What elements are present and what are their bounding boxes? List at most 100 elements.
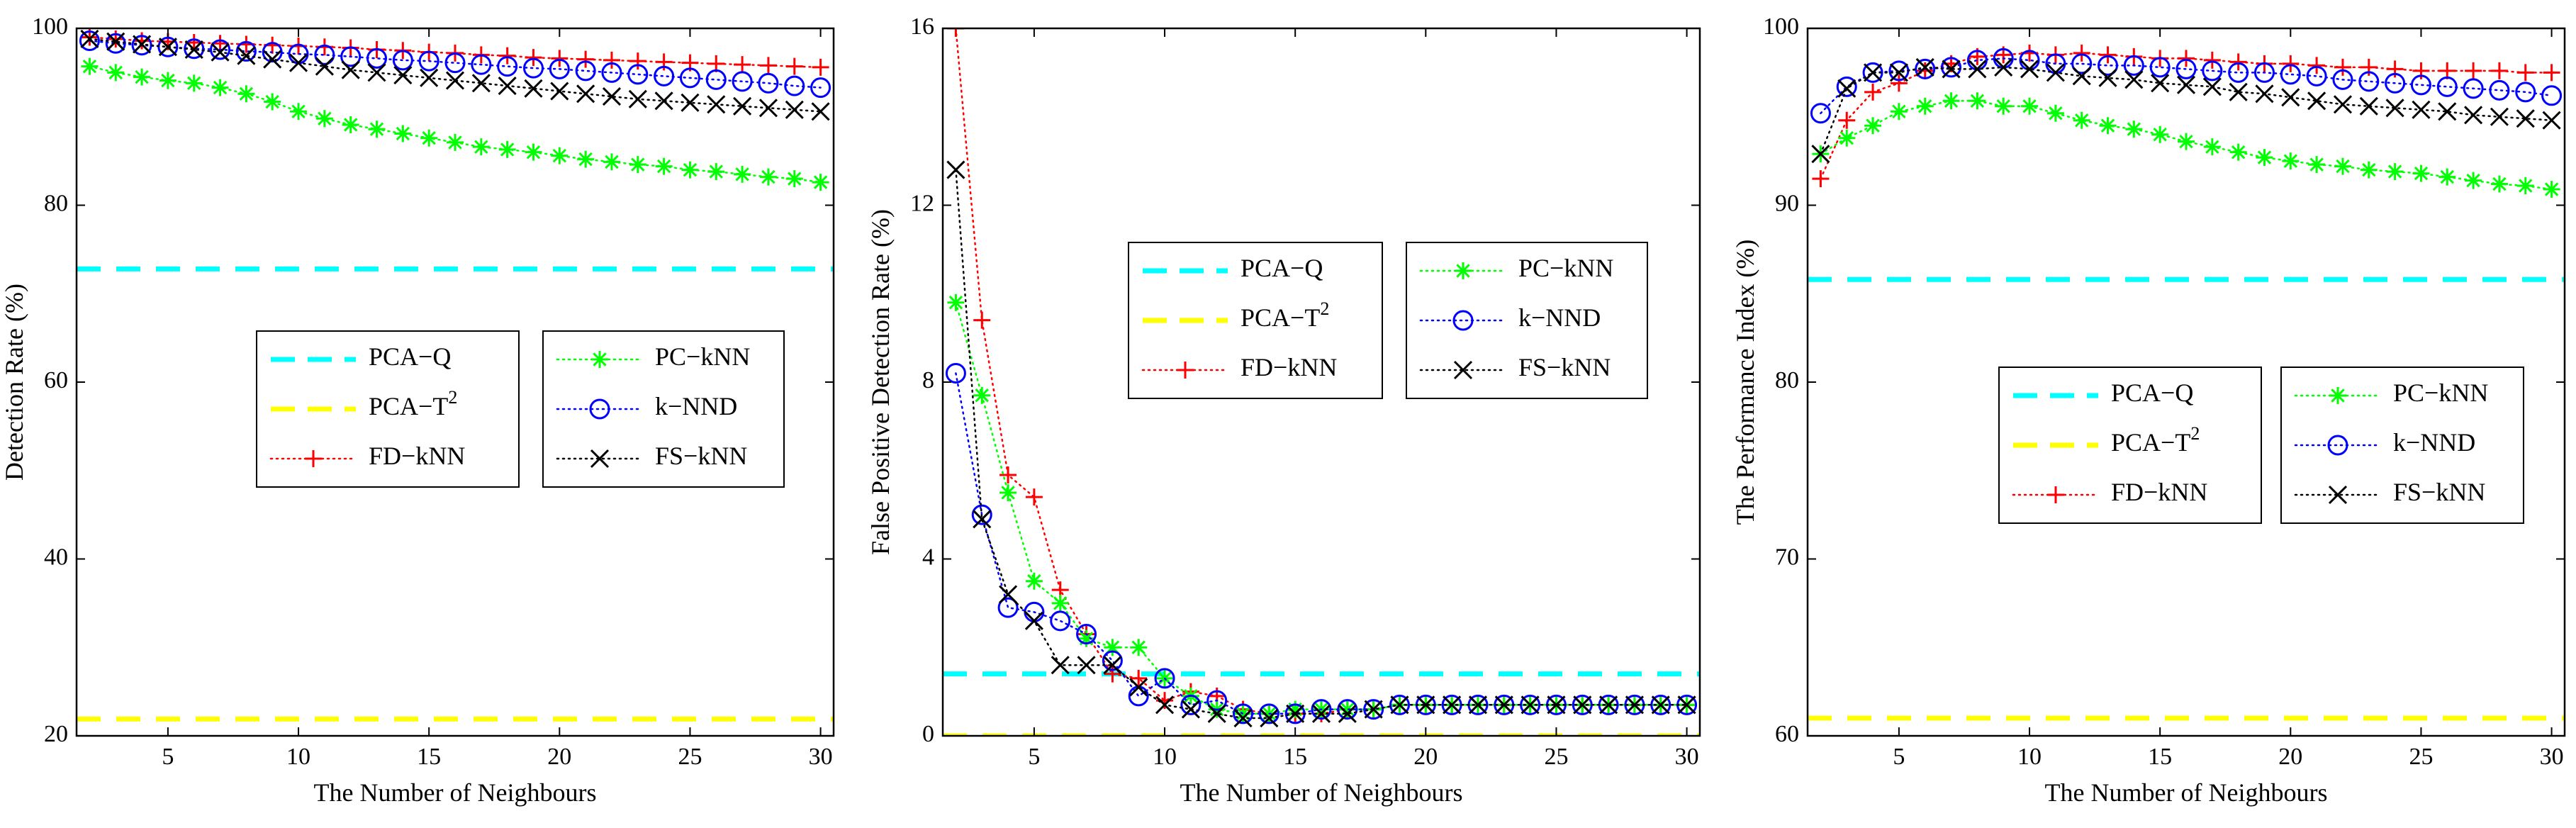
legend-label-fd-knn: FD−kNN <box>1241 353 1337 381</box>
x-axis-label: The Number of Neighbours <box>314 778 597 807</box>
data-point-pc-knn <box>447 133 464 151</box>
data-point-fs-knn <box>1573 695 1592 715</box>
x-tick-label: 20 <box>1413 744 1438 770</box>
data-point-fs-knn <box>1155 695 1175 715</box>
data-point-k-nnd <box>575 60 596 82</box>
data-point-fd-knn <box>2282 55 2300 72</box>
legend-label-fs-knn: FS−kNN <box>1518 353 1611 381</box>
data-point-pc-knn <box>1130 639 1148 656</box>
data-point-fd-knn <box>2229 53 2247 71</box>
data-point-pc-knn <box>2360 161 2378 179</box>
legend-label-pca-t2: PCA−T2 <box>1241 298 1329 332</box>
data-point-fs-knn <box>524 79 543 98</box>
data-point-pc-knn <box>759 168 777 186</box>
legend-marker-pc-knn <box>591 351 608 368</box>
data-point-pc-knn <box>1864 117 1882 135</box>
data-point-pc-knn <box>1942 92 1960 110</box>
legend-marker-k-nnd <box>1452 310 1474 331</box>
data-point-fs-knn <box>237 46 256 65</box>
data-point-k-nnd <box>1915 58 1936 79</box>
x-tick-label: 15 <box>2148 744 2172 770</box>
y-tick-label: 100 <box>1763 13 1799 40</box>
legend-label-k-nnd: k−NND <box>2393 428 2475 457</box>
data-point-pc-knn <box>947 293 965 311</box>
data-point-k-nnd <box>2149 57 2171 78</box>
data-point-fs-knn <box>2281 88 2300 107</box>
data-point-k-nnd <box>210 39 231 60</box>
data-point-pc-knn <box>498 140 516 158</box>
data-point-k-nnd <box>1389 694 1410 715</box>
data-point-k-nnd <box>654 65 675 86</box>
data-point-fs-knn <box>2385 99 2404 118</box>
data-point-pc-knn <box>2438 168 2456 186</box>
data-point-k-nnd <box>2515 82 2536 103</box>
data-point-pc-knn <box>1077 630 1095 647</box>
data-point-k-nnd <box>418 50 439 72</box>
data-point-fd-knn <box>2465 62 2482 79</box>
data-point-k-nnd <box>2463 78 2484 99</box>
data-point-pc-knn <box>655 157 673 175</box>
data-point-fs-knn <box>158 38 177 57</box>
data-point-fs-knn <box>2151 74 2170 93</box>
data-point-pc-knn <box>472 138 490 156</box>
data-point-pc-knn <box>785 170 803 188</box>
y-axis-label: The Performance Index (%) <box>1731 240 1759 525</box>
data-point-k-nnd <box>497 56 518 77</box>
data-point-pc-knn <box>133 68 151 86</box>
data-point-k-nnd <box>79 30 100 51</box>
data-point-fs-knn <box>1129 678 1148 697</box>
data-point-k-nnd <box>2489 79 2510 101</box>
data-point-fs-knn <box>576 84 595 103</box>
data-point-pc-knn <box>2099 117 2117 135</box>
data-point-fs-knn <box>1077 656 1096 675</box>
y-tick-label: 60 <box>44 367 68 393</box>
data-point-fs-knn <box>133 35 152 54</box>
data-point-k-nnd <box>2280 64 2301 85</box>
y-axis-label: False Positive Detection Rate (%) <box>866 209 895 555</box>
data-point-k-nnd <box>549 58 570 79</box>
data-point-k-nnd <box>1258 703 1279 724</box>
data-point-fs-knn <box>498 77 517 96</box>
data-point-pc-knn <box>2386 163 2404 181</box>
data-point-k-nnd <box>2332 69 2353 90</box>
data-point-k-nnd <box>2541 85 2563 106</box>
data-point-pc-knn <box>394 125 412 142</box>
data-point-k-nnd <box>2228 62 2249 83</box>
data-point-fs-knn <box>2255 84 2274 103</box>
data-point-fs-knn <box>2046 63 2065 82</box>
data-point-k-nnd <box>2253 62 2275 83</box>
data-point-fs-knn <box>315 57 334 76</box>
data-point-fd-knn <box>1838 111 1856 129</box>
data-point-pc-knn <box>1338 700 1356 718</box>
data-point-fs-knn <box>1968 60 1987 79</box>
legend-left: PCA−Q PCA−T2 FD−kNN <box>1128 242 1383 399</box>
data-point-fs-knn <box>2359 96 2378 116</box>
data-point-fs-knn <box>2542 111 2561 130</box>
data-point-fs-knn <box>2098 68 2117 87</box>
data-point-pc-knn <box>629 156 646 174</box>
data-point-k-nnd <box>1233 703 1254 724</box>
y-tick-label: 8 <box>922 367 934 393</box>
x-tick-label: 25 <box>678 744 702 770</box>
data-point-pc-knn <box>2412 164 2430 182</box>
data-point-fs-knn <box>811 102 830 121</box>
data-point-fs-knn <box>1889 63 1908 82</box>
data-point-pc-knn <box>1890 103 1908 121</box>
data-point-fs-knn <box>1311 704 1331 723</box>
data-point-fd-knn <box>1864 83 1882 101</box>
legend-marker-fd-knn <box>2047 486 2064 503</box>
data-point-fs-knn <box>654 91 673 111</box>
data-point-fs-knn <box>341 60 360 79</box>
data-point-pc-knn <box>264 93 281 111</box>
data-point-pc-knn <box>2151 125 2169 143</box>
x-axis-label: The Number of Neighbours <box>1180 778 1463 807</box>
data-point-fd-knn <box>785 57 803 75</box>
data-point-fs-knn <box>1625 695 1644 715</box>
data-point-k-nnd <box>1520 694 1541 715</box>
y-tick-label: 20 <box>44 721 68 747</box>
data-point-k-nnd <box>157 36 179 57</box>
legend-marker-fd-knn <box>305 450 322 467</box>
data-point-fs-knn <box>1837 79 1857 98</box>
data-point-k-nnd <box>235 40 257 62</box>
